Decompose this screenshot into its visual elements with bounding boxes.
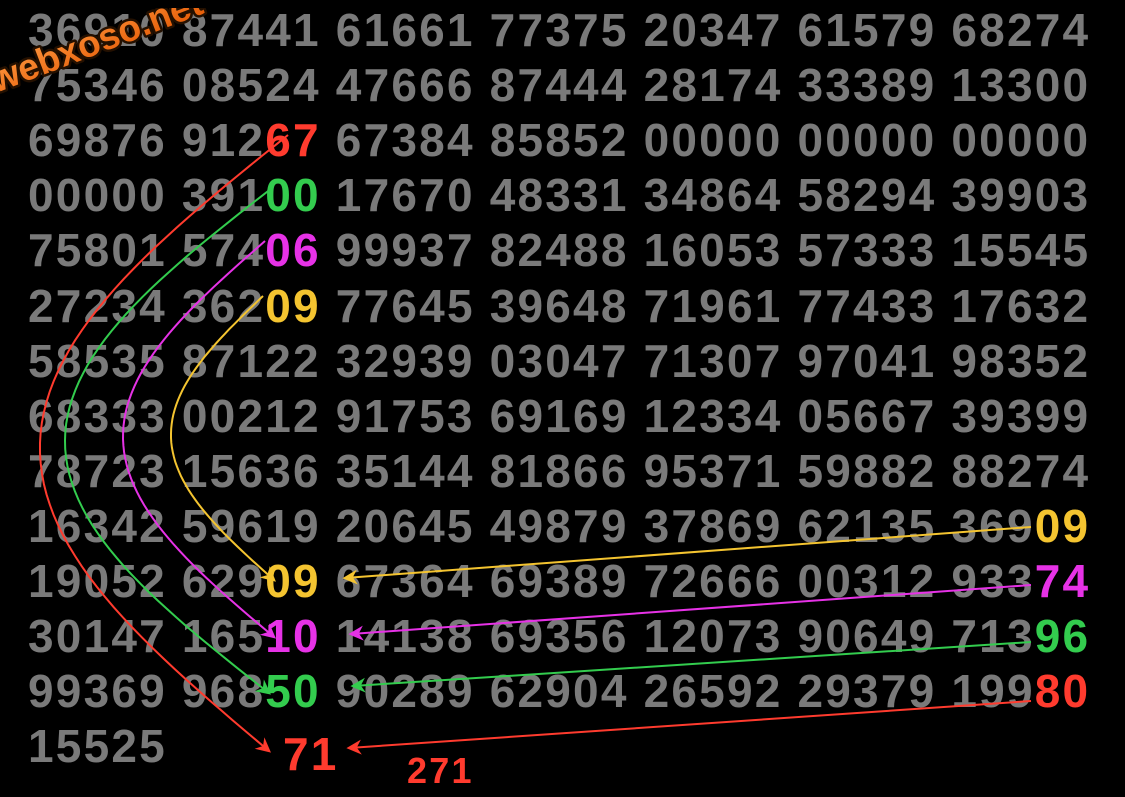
svg-text:webxoso.net: webxoso.net [0, 8, 208, 101]
